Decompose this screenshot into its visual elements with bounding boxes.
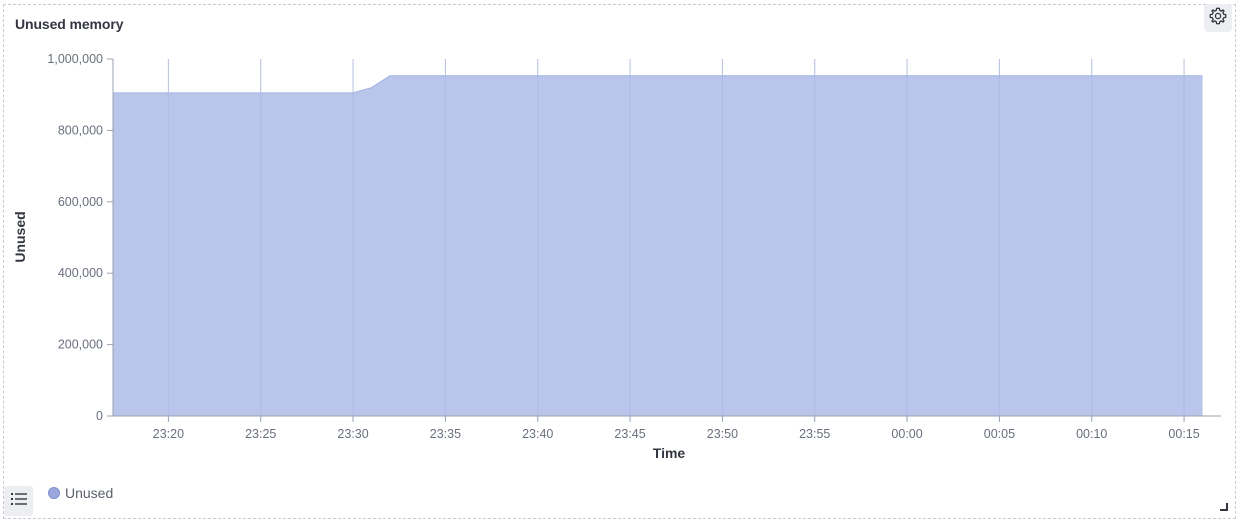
resize-corner-icon[interactable] bbox=[1220, 503, 1228, 511]
y-axis-ticks: 0 200,000 400,000 600,000 800,000 1,000,000 bbox=[47, 52, 113, 423]
y-axis-title: Unused bbox=[12, 211, 28, 262]
y-tick-label: 800,000 bbox=[58, 123, 103, 137]
y-tick-label: 400,000 bbox=[58, 266, 103, 280]
x-tick-label: 23:20 bbox=[153, 427, 184, 441]
x-tick-label: 23:50 bbox=[707, 427, 738, 441]
x-tick-label: 00:00 bbox=[891, 427, 922, 441]
x-tick-label: 00:05 bbox=[984, 427, 1015, 441]
y-tick-label: 0 bbox=[96, 409, 103, 423]
axes bbox=[112, 59, 1221, 417]
x-tick-label: 00:10 bbox=[1076, 427, 1107, 441]
y-tick-label: 1,000,000 bbox=[47, 52, 103, 66]
x-tick-label: 23:35 bbox=[430, 427, 461, 441]
legend-item-unused[interactable]: Unused bbox=[48, 485, 113, 501]
area-line-unused bbox=[113, 75, 1203, 94]
legend-label: Unused bbox=[65, 485, 114, 501]
legend-toggle-button[interactable] bbox=[4, 486, 33, 516]
y-tick-label: 600,000 bbox=[58, 195, 103, 209]
x-tick-label: 23:40 bbox=[522, 427, 553, 441]
panel-options-button[interactable] bbox=[1204, 4, 1232, 32]
y-tick-label: 200,000 bbox=[58, 338, 103, 352]
x-tick-label: 00:15 bbox=[1168, 427, 1199, 441]
x-tick-label: 23:25 bbox=[245, 427, 276, 441]
x-tick-label: 23:30 bbox=[337, 427, 368, 441]
list-icon bbox=[10, 492, 27, 511]
area-series bbox=[113, 59, 1203, 417]
x-tick-label: 23:45 bbox=[614, 427, 645, 441]
area-fill-unused bbox=[113, 75, 1203, 417]
x-tick-label: 23:55 bbox=[799, 427, 830, 441]
gear-icon bbox=[1208, 6, 1228, 31]
legend-swatch bbox=[48, 487, 60, 499]
panel-title: Unused memory bbox=[15, 16, 124, 32]
x-axis-title: Time bbox=[653, 445, 686, 461]
x-axis-ticks: 23:20 23:25 23:30 23:35 23:40 23:45 23:50 23:55… bbox=[153, 416, 1200, 441]
